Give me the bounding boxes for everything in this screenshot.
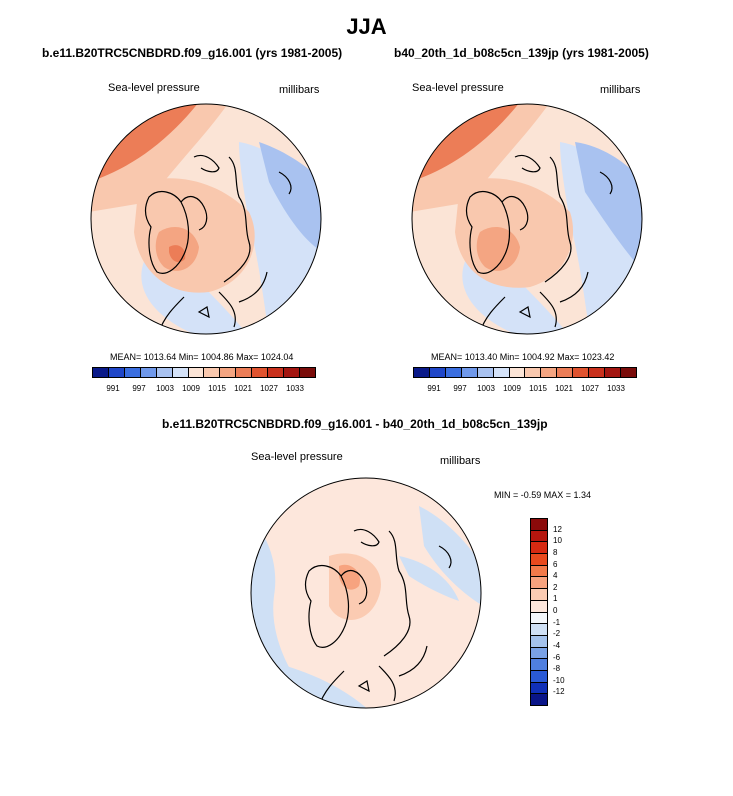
colorbar-tick-label: 1003	[156, 384, 174, 393]
colorbar-swatch	[188, 368, 205, 377]
panel-3-units-label: millibars	[440, 455, 481, 467]
colorbar-tick-label: 1027	[581, 384, 599, 393]
colorbar-swatch	[531, 589, 547, 601]
panel-3-title: b.e11.B20TRC5CNBDRD.f09_g16.001 - b40_20…	[162, 417, 548, 431]
colorbar-tick-label: 1009	[503, 384, 521, 393]
colorbar-tick-label: 1015	[529, 384, 547, 393]
colorbar-swatch	[461, 368, 478, 377]
colorbar-swatch	[531, 542, 547, 555]
colorbar-tick-label: 10	[553, 536, 562, 546]
colorbar-swatch	[620, 368, 636, 377]
colorbar-swatch	[156, 368, 173, 377]
panel-1-stats: MEAN= 1013.64 Min= 1004.86 Max= 1024.04	[110, 352, 294, 362]
colorbar-swatch	[573, 368, 590, 377]
colorbar-swatch	[509, 368, 526, 377]
panel-1-colorbar-labels: 991 997 1003 1009 1015 1021 1027 1033	[100, 384, 308, 393]
panel-3-variable-label: Sea-level pressure	[251, 451, 343, 463]
colorbar-swatch	[541, 368, 558, 377]
colorbar-swatch	[531, 554, 547, 566]
panel-3-colorbar-labels: 12 10 8 6 4 2 1 0 -1 -2 -4 -6 -8 -10 -12	[553, 518, 583, 704]
colorbar-tick-label: 12	[553, 524, 562, 534]
panel-1-variable-label: Sea-level pressure	[108, 82, 200, 94]
figure-title: JJA	[346, 14, 387, 39]
colorbar-swatch	[284, 368, 300, 377]
colorbar-swatch	[531, 530, 547, 543]
colorbar-tick-label: 1021	[555, 384, 573, 393]
colorbar-swatch	[445, 368, 462, 377]
colorbar-tick-label: 1	[553, 594, 558, 604]
colorbar-tick-label: 991	[427, 384, 441, 393]
colorbar-tick-label: -1	[553, 617, 561, 627]
panel-1-title: b.e11.B20TRC5CNBDRD.f09_g16.001 (yrs 198…	[42, 46, 343, 60]
colorbar-swatch	[531, 670, 547, 683]
colorbar-swatch	[531, 519, 547, 531]
colorbar-tick-label: 1033	[286, 384, 304, 393]
colorbar-swatch	[236, 368, 253, 377]
colorbar-tick-label: -4	[553, 640, 561, 650]
panel-1-units-label: millibars	[279, 84, 320, 96]
panel-2-units-label: millibars	[600, 84, 641, 96]
colorbar-swatch	[172, 368, 189, 377]
colorbar-swatch	[477, 368, 494, 377]
panel-2-stats: MEAN= 1013.40 Min= 1004.92 Max= 1023.42	[431, 352, 615, 362]
colorbar-swatch	[531, 635, 547, 648]
colorbar-swatch	[531, 577, 547, 590]
colorbar-swatch	[531, 612, 547, 625]
panel-2-polar-map	[411, 103, 643, 335]
colorbar-tick-label: 997	[453, 384, 467, 393]
colorbar-swatch	[531, 682, 547, 695]
panel-3-polar-map	[250, 477, 482, 709]
colorbar-tick-label: -6	[553, 652, 561, 662]
panel-2-variable-label: Sea-level pressure	[412, 82, 504, 94]
colorbar-swatch	[531, 694, 547, 705]
colorbar-swatch	[605, 368, 621, 377]
colorbar-tick-label: 997	[132, 384, 146, 393]
colorbar-swatch	[531, 647, 547, 660]
colorbar-tick-label: 1021	[234, 384, 252, 393]
colorbar-tick-label: 4	[553, 571, 558, 581]
panel-3-colorbar	[530, 518, 548, 706]
colorbar-swatch	[493, 368, 510, 377]
panel-3-stats: MIN = -0.59 MAX = 1.34	[494, 490, 592, 500]
colorbar-tick-label: -10	[553, 675, 565, 685]
colorbar-swatch	[204, 368, 221, 377]
colorbar-tick-label: -2	[553, 629, 561, 639]
colorbar-swatch	[525, 368, 542, 377]
colorbar-swatch	[93, 368, 109, 377]
colorbar-tick-label: 0	[553, 606, 558, 615]
colorbar-swatch	[268, 368, 285, 377]
colorbar-swatch	[252, 368, 269, 377]
colorbar-tick-label: -12	[553, 687, 565, 697]
colorbar-tick-label: 1009	[182, 384, 200, 393]
colorbar-tick-label: 8	[553, 547, 558, 557]
panel-2-colorbar-labels: 991 997 1003 1009 1015 1021 1027 1033	[421, 384, 629, 393]
colorbar-tick-label: 2	[553, 582, 558, 592]
colorbar-swatch	[140, 368, 157, 377]
colorbar-swatch	[531, 565, 547, 578]
colorbar-tick-label: -8	[553, 664, 561, 674]
panel-2-title: b40_20th_1d_b08c5cn_139jp (yrs 1981-2005…	[394, 46, 649, 60]
colorbar-tick-label: 1027	[260, 384, 278, 393]
colorbar-swatch	[589, 368, 606, 377]
colorbar-tick-label: 991	[106, 384, 120, 393]
colorbar-swatch	[108, 368, 125, 377]
colorbar-swatch	[531, 659, 547, 671]
panel-1-colorbar	[92, 367, 316, 378]
colorbar-swatch	[557, 368, 574, 377]
colorbar-swatch	[220, 368, 237, 377]
colorbar-swatch	[414, 368, 430, 377]
colorbar-tick-label: 1015	[208, 384, 226, 393]
colorbar-swatch	[124, 368, 141, 377]
colorbar-tick-label: 1003	[477, 384, 495, 393]
colorbar-swatch	[531, 624, 547, 636]
colorbar-tick-label: 6	[553, 559, 558, 569]
panel-2-colorbar	[413, 367, 637, 378]
panel-1-polar-map	[90, 103, 322, 335]
colorbar-swatch	[299, 368, 315, 377]
colorbar-swatch	[531, 600, 547, 613]
colorbar-swatch	[429, 368, 446, 377]
colorbar-tick-label: 1033	[607, 384, 625, 393]
